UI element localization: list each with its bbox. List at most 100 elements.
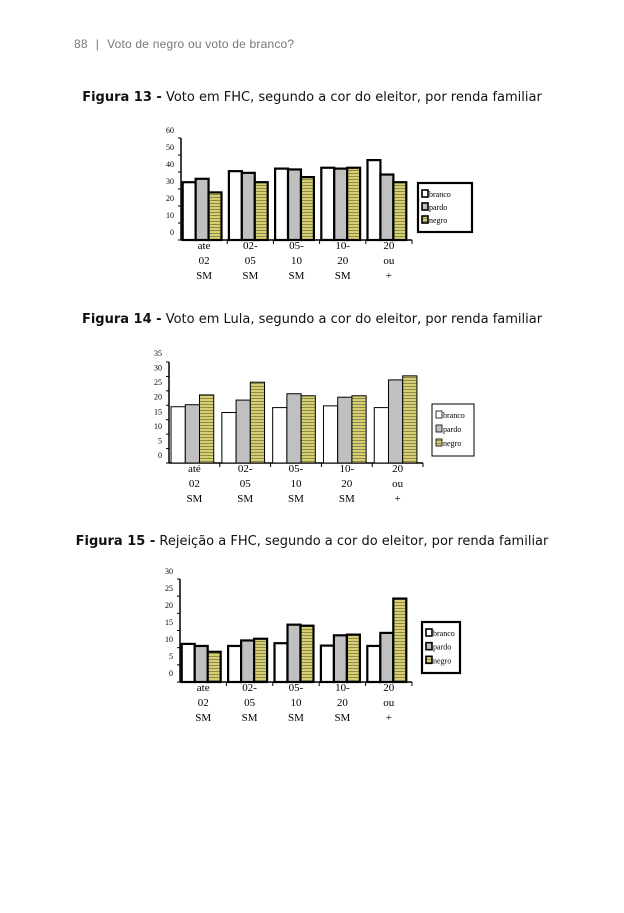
legend-label-pardo: pardo xyxy=(429,203,447,212)
y-tick-label: 30 xyxy=(165,567,173,576)
bar-negro xyxy=(345,633,361,684)
legend-label-negro: negro xyxy=(429,216,447,225)
bar-negro xyxy=(392,181,408,242)
figure-caption: Voto em Lula, segundo a cor do eleitor, … xyxy=(165,312,543,327)
y-tick-label: 10 xyxy=(154,422,162,431)
legend-swatch-branco xyxy=(435,410,443,419)
x-tick-label: SM xyxy=(289,270,305,282)
x-tick-label: 05 xyxy=(240,478,252,490)
bar-negro xyxy=(300,395,316,464)
x-tick-label: 10 xyxy=(291,255,303,267)
y-tick-label: 0 xyxy=(169,669,173,678)
x-tick-label: 05- xyxy=(289,240,304,252)
legend-label-negro: negro xyxy=(433,656,451,665)
x-tick-label: 10- xyxy=(335,682,350,694)
x-tick-label: 05 xyxy=(244,697,256,709)
x-tick-label: SM xyxy=(195,712,211,724)
x-tick-label: + xyxy=(386,712,392,724)
y-tick-label: 20 xyxy=(154,393,162,402)
bar-negro xyxy=(346,166,362,242)
y-tick-label: 15 xyxy=(165,618,173,627)
bar-pardo xyxy=(193,644,209,684)
x-tick-label: SM xyxy=(186,493,202,505)
legend-swatch-negro xyxy=(435,438,443,447)
x-tick-label: 10 xyxy=(291,697,303,709)
figure-label: Figura 14 - xyxy=(81,312,162,327)
x-tick-label: 05 xyxy=(245,255,257,267)
figure-caption: Voto em FHC, segundo a cor do eleitor, p… xyxy=(165,90,542,105)
y-tick-label: 20 xyxy=(166,194,174,203)
x-tick-label: 20 xyxy=(341,478,353,490)
bar-negro xyxy=(299,176,316,242)
x-tick-label: SM xyxy=(196,270,212,282)
bar-branco xyxy=(366,644,382,684)
legend-swatch-branco xyxy=(421,189,429,198)
x-tick-label: até xyxy=(188,463,201,475)
x-tick-label: SM xyxy=(237,493,253,505)
x-tick-label: 20 xyxy=(392,463,404,475)
bar-pardo xyxy=(379,631,395,684)
legend-label-branco: branco xyxy=(443,411,465,420)
y-tick-label: 25 xyxy=(154,378,162,387)
x-tick-label: 02 xyxy=(198,697,209,709)
bar-negro xyxy=(206,650,222,684)
bar-negro xyxy=(249,381,266,464)
x-tick-label: 02- xyxy=(238,463,253,475)
figure-label: Figura 13 - xyxy=(82,90,162,105)
bar-negro xyxy=(252,637,269,684)
figure-15-title: Figura 15 - Rejeição a FHC, segundo a co… xyxy=(0,534,624,549)
y-tick-label: 0 xyxy=(158,451,162,460)
x-tick-label: SM xyxy=(334,712,350,724)
x-tick-label: SM xyxy=(288,493,304,505)
figure-caption: Rejeição a FHC, segundo a cor do eleitor… xyxy=(159,534,549,549)
x-tick-label: 02 xyxy=(199,255,210,267)
legend-label-negro: negro xyxy=(443,439,461,448)
x-tick-label: SM xyxy=(242,712,258,724)
figure-14-title: Figura 14 - Voto em Lula, segundo a cor … xyxy=(0,312,624,327)
bar-negro xyxy=(199,394,215,464)
x-tick-label: 10- xyxy=(335,240,350,252)
x-tick-label: + xyxy=(386,270,392,282)
x-tick-label: ate xyxy=(197,682,210,694)
x-tick-label: 10 xyxy=(291,478,303,490)
x-tick-label: 02- xyxy=(243,240,258,252)
x-tick-label: ou xyxy=(392,478,404,490)
bar-branco xyxy=(319,644,336,684)
x-tick-label: 02- xyxy=(242,682,257,694)
bar-pardo xyxy=(286,623,302,684)
y-tick-label: 20 xyxy=(165,601,173,610)
x-tick-label: 10- xyxy=(339,463,354,475)
page-number: 88 xyxy=(74,37,88,51)
figure-13-title: Figura 13 - Voto em FHC, segundo a cor d… xyxy=(0,90,624,105)
x-tick-label: 05- xyxy=(289,463,304,475)
bar-pardo xyxy=(240,639,256,684)
legend-swatch-pardo xyxy=(425,641,433,651)
x-tick-label: 20 xyxy=(383,682,395,694)
legend-swatch-negro xyxy=(425,655,433,665)
x-tick-label: 20 xyxy=(383,240,395,252)
legend-swatch-pardo xyxy=(421,202,429,211)
x-tick-label: ate xyxy=(198,240,211,252)
y-tick-label: 35 xyxy=(154,349,162,358)
y-tick-label: 10 xyxy=(166,211,174,220)
y-tick-label: 50 xyxy=(166,143,174,152)
y-tick-label: 5 xyxy=(158,436,162,445)
bar-negro xyxy=(299,624,315,684)
legend-label-branco: branco xyxy=(429,190,451,199)
figure-label: Figura 15 - xyxy=(75,534,156,549)
legend-label-pardo: pardo xyxy=(433,643,451,652)
bar-negro xyxy=(351,395,367,464)
x-tick-label: 05- xyxy=(289,682,304,694)
y-tick-label: 15 xyxy=(154,407,162,416)
y-tick-label: 10 xyxy=(165,635,173,644)
bar-negro xyxy=(253,181,269,242)
bar-branco xyxy=(273,642,289,684)
x-tick-label: + xyxy=(394,493,400,505)
x-tick-label: 20 xyxy=(337,697,349,709)
legend-label-pardo: pardo xyxy=(443,425,461,434)
bar-negro xyxy=(207,191,223,242)
x-tick-label: SM xyxy=(242,270,258,282)
